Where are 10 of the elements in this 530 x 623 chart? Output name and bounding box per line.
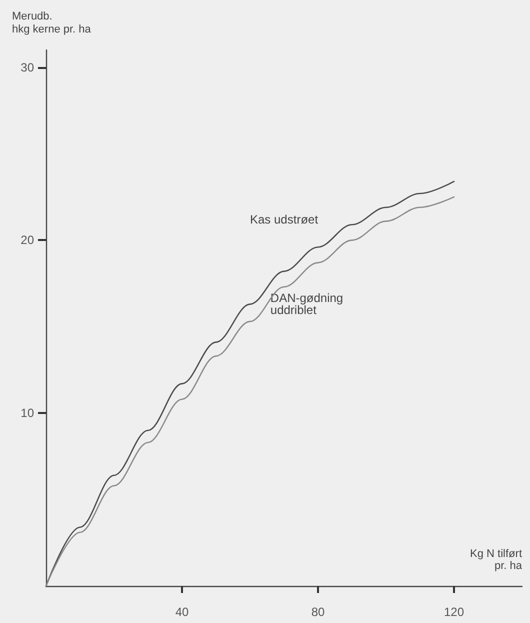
x-tick-label: 40	[175, 605, 189, 619]
y-tick-label: 30	[20, 60, 34, 74]
series-label: DAN-gødning uddriblet	[270, 291, 344, 318]
x-tick-label: 120	[444, 605, 464, 619]
y-axis-title: Merudb. hkg kerne pr. ha	[12, 10, 92, 36]
x-tick-label: 80	[311, 605, 325, 619]
series-label: Kas udstrøet	[250, 212, 319, 226]
y-tick-label: 10	[20, 406, 34, 420]
x-axis-title: Kg N tilført pr. ha	[470, 548, 523, 572]
y-tick-label: 20	[20, 233, 34, 248]
